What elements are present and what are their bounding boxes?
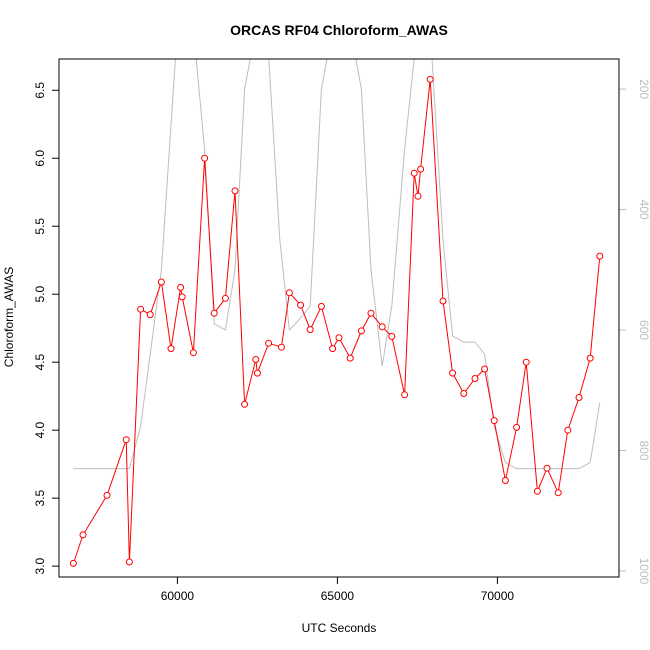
data-point: [277, 343, 285, 351]
y2-tick-label: 600: [637, 320, 650, 340]
data-point: [471, 375, 479, 382]
data-point: [564, 426, 572, 434]
axes: 60000 65000 70000 3.0 3.5 4.0 4.5 5.0 5.5 6.0 6.5 2…: [33, 79, 650, 603]
data-point: [543, 464, 551, 472]
data-point: [306, 326, 314, 334]
y-axis-label: Chloroform_AWAS: [2, 267, 16, 367]
x-tick-label: 60000: [161, 589, 195, 603]
data-point: [586, 354, 594, 362]
data-point: [513, 423, 521, 431]
data-point: [253, 369, 261, 377]
data-point: [122, 436, 130, 444]
data-point: [252, 356, 260, 363]
data-point: [401, 391, 409, 399]
y2-tick-label: 400: [637, 200, 650, 220]
data-point: [167, 345, 175, 353]
data-point: [335, 334, 343, 342]
data-point: [178, 293, 186, 301]
data-point: [460, 390, 468, 397]
y-tick-label: 3.0: [33, 557, 47, 574]
y-tick-label: 5.5: [33, 218, 47, 235]
data-point: [297, 301, 305, 309]
data-point: [357, 327, 365, 335]
data-point: [575, 394, 583, 401]
data-point: [410, 169, 418, 177]
data-point: [210, 309, 218, 317]
plot-area: [69, 59, 604, 567]
data-point: [367, 309, 375, 317]
data-point: [125, 558, 133, 566]
data-point: [378, 323, 386, 331]
data-point: [221, 294, 229, 302]
data-point: [231, 187, 239, 195]
data-point: [317, 302, 325, 310]
data-point: [501, 477, 509, 484]
series-line-altitude: [73, 59, 601, 470]
data-point: [285, 289, 293, 297]
y-tick-label: 6.5: [33, 82, 47, 99]
x-tick-label: 70000: [481, 589, 515, 603]
data-point: [201, 154, 209, 162]
data-point: [346, 354, 354, 362]
y-tick-label: 6.0: [33, 150, 47, 167]
y-tick-label: 3.5: [33, 489, 47, 506]
data-point: [554, 489, 562, 497]
plot-frame: [58, 58, 620, 578]
data-point: [388, 332, 396, 340]
data-point: [481, 365, 489, 373]
data-point: [157, 278, 165, 286]
data-point: [329, 345, 337, 353]
data-point: [103, 491, 111, 499]
data-point: [137, 305, 145, 313]
data-point: [146, 311, 154, 319]
data-point: [439, 297, 447, 305]
y-tick-label: 4.5: [33, 354, 47, 371]
data-point: [414, 192, 422, 200]
series-line-chloroform: [72, 79, 601, 564]
data-point: [241, 400, 249, 408]
data-point: [265, 339, 273, 347]
x-axis-label: UTC Seconds: [302, 621, 377, 635]
data-point: [79, 531, 87, 539]
x-tick-label: 65000: [321, 589, 355, 603]
y2-tick-label: 1000: [637, 558, 650, 585]
data-point: [522, 358, 530, 366]
y2-tick-label: 800: [637, 440, 650, 460]
data-point: [426, 75, 434, 83]
y-tick-label: 4.0: [33, 422, 47, 439]
y-tick-label: 5.0: [33, 286, 47, 303]
data-point: [417, 165, 425, 173]
data-point: [533, 487, 541, 495]
chart-title: ORCAS RF04 Chloroform_AWAS: [230, 22, 448, 38]
data-point: [177, 283, 185, 291]
data-point: [596, 252, 604, 260]
data-point: [490, 417, 498, 425]
y2-tick-label: 200: [637, 79, 650, 99]
data-point: [189, 349, 197, 357]
data-point: [449, 369, 457, 377]
data-point: [69, 559, 77, 567]
